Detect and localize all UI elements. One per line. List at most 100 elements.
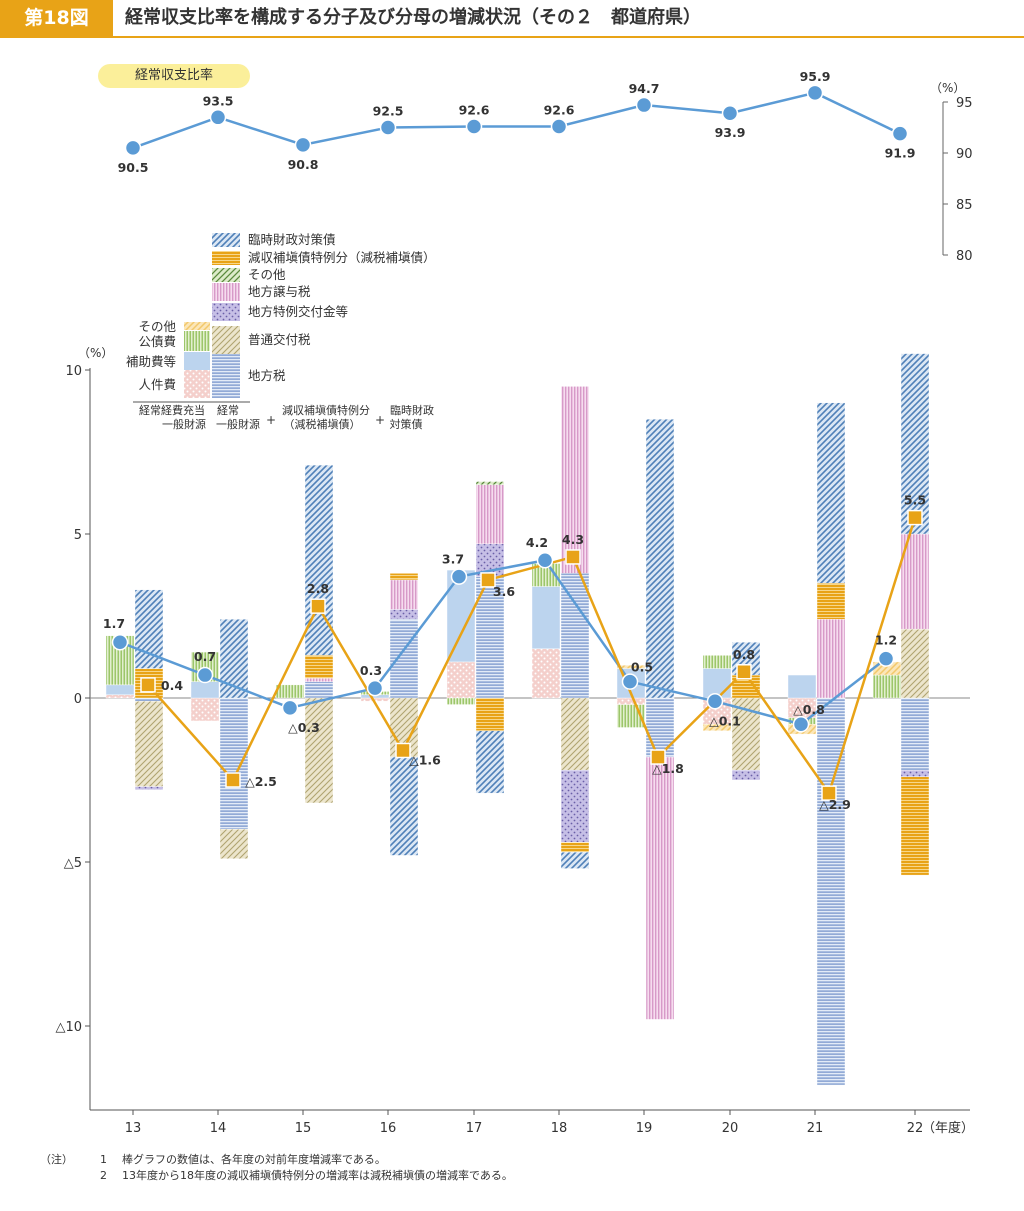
denominator-point <box>310 598 326 614</box>
legend-swatch-futsu <box>212 326 240 354</box>
legend-swatch-bunshi_sonota <box>184 322 210 330</box>
x-tick-label: 21 <box>807 1121 824 1136</box>
numerator-point <box>450 568 468 585</box>
denominator-value-label: 3.6 <box>493 584 515 599</box>
numerator-kosaihi-bar <box>872 674 902 699</box>
denominator-value-label: △2.5 <box>245 774 277 789</box>
denominator-joyo-bar <box>560 386 590 574</box>
y-tick-label: 5 <box>74 528 82 543</box>
ratio-point <box>124 139 142 157</box>
ratio-value-label: 90.8 <box>288 157 319 172</box>
denominator-rinji-bar <box>219 619 249 699</box>
y-unit-label: （%） <box>78 346 113 360</box>
note-number: 1 <box>100 1153 107 1166</box>
legend-swatch-tokurei <box>212 303 240 321</box>
ratio-value-label: 90.5 <box>118 160 149 175</box>
ratio-value-label: 92.6 <box>544 102 575 117</box>
numerator-value-label: △0.1 <box>709 713 741 728</box>
numerator-value-label: 3.7 <box>442 552 464 567</box>
formula-text: 一般財源 <box>216 417 260 431</box>
ratio-line-chart: 95 90 85 80 （%） 90.5 93.5 90.8 92.5 92.6 92.6 94.7 9… <box>118 69 973 264</box>
denominator-rinji-bar <box>816 402 846 584</box>
top-unit-label: （%） <box>930 81 965 95</box>
x-tick-label: 14 <box>210 1121 227 1136</box>
top-y-tick-label: 90 <box>956 147 973 162</box>
ratio-line <box>132 91 901 150</box>
denominator-chihozei-bar <box>560 573 590 699</box>
y-tick-label: 10 <box>65 364 82 379</box>
denominator-genshu-bar <box>475 697 505 731</box>
x-unit-label: （年度） <box>922 1120 974 1136</box>
numerator-bunshi_sonota-bar <box>616 665 646 669</box>
denominator-rinji-bar <box>560 851 590 869</box>
ratio-point <box>294 136 312 154</box>
ratio-value-label: 94.7 <box>629 81 660 96</box>
formula-text: 一般財源 <box>162 417 206 431</box>
note-1: （注） 1 棒グラフの数値は、各年度の対前年度増減率である。 <box>40 1152 940 1168</box>
legend-swatch-sonota_bunbo <box>212 268 240 282</box>
denominator-tokurei-bar <box>900 769 930 777</box>
figure-number: 第18図 <box>0 0 113 36</box>
numerator-point <box>621 673 639 690</box>
denominator-rinji-bar <box>134 589 164 669</box>
denominator-value-label: 0.8 <box>733 647 755 662</box>
legend: 臨時財政対策債減収補塡債特例分（減税補塡債）その他地方譲与税地方特例交付金等普通… <box>126 232 436 431</box>
legend-label-kosaihi: 公債費 <box>138 334 176 349</box>
denominator-value-label: △1.6 <box>409 752 441 767</box>
legend-label-jinkenhi: 人件費 <box>138 377 176 392</box>
numerator-point <box>792 715 810 733</box>
numerator-value-label: △0.3 <box>288 720 320 735</box>
denominator-rinji-bar <box>475 730 505 794</box>
denominator-line <box>147 517 917 796</box>
formula-text: 臨時財政 <box>390 403 434 417</box>
numerator-kosaihi-bar <box>275 684 305 699</box>
ratio-value-label: 91.9 <box>885 146 916 161</box>
x-tick-label: 17 <box>466 1121 483 1136</box>
ratio-point <box>465 118 483 135</box>
numerator-point <box>366 679 384 697</box>
numerator-value-label: 0.7 <box>194 649 216 664</box>
legend-label-hojohi: 補助費等 <box>126 354 176 369</box>
denominator-joyo-bar <box>389 579 419 610</box>
denominator-value-label: 2.8 <box>307 581 329 596</box>
legend-swatch-kosaihi <box>184 331 210 351</box>
legend-label-genshu: 減収補塡債特例分（減税補塡債） <box>248 250 436 265</box>
note-2: 2 13年度から18年度の減収補塡債特例分の増減率は減税補塡債の増減率である。 <box>40 1168 940 1184</box>
legend-swatch-joyo <box>212 283 240 301</box>
legend-label-futsu: 普通交付税 <box>248 332 311 347</box>
denominator-value-label: △2.9 <box>819 797 851 812</box>
denominator-joyo-bar <box>816 619 846 699</box>
numerator-jinkenhi-bar <box>616 697 646 705</box>
denominator-futsu-bar <box>304 697 334 804</box>
denominator-point <box>480 572 496 588</box>
numerator-value-label: 4.2 <box>526 535 548 550</box>
denominator-point <box>225 772 241 788</box>
denominator-chihozei-bar <box>389 619 419 699</box>
numerator-jinkenhi-bar <box>446 661 476 699</box>
notes: （注） 1 棒グラフの数値は、各年度の対前年度増減率である。 2 13年度から18年度… <box>40 1152 940 1184</box>
numerator-hojohi-bar <box>531 586 561 649</box>
denominator-chihozei-bar <box>304 681 334 699</box>
formula-text: （減税補塡債） <box>284 417 361 431</box>
numerator-point <box>536 551 554 569</box>
x-tick-label: 22 <box>907 1121 924 1136</box>
legend-label-bunshi_sonota: その他 <box>138 319 176 334</box>
note-text: 棒グラフの数値は、各年度の対前年度増減率である。 <box>122 1153 386 1166</box>
ratio-value-label: 95.9 <box>800 69 831 84</box>
denominator-tokurei-bar <box>560 769 590 843</box>
legend-swatch-jinkenhi <box>184 370 210 398</box>
x-tick-label: 13 <box>125 1121 142 1136</box>
denominator-chihozei-bar <box>816 697 846 1086</box>
numerator-jinkenhi-bar <box>190 697 220 722</box>
numerator-hojohi-bar <box>787 674 817 699</box>
ratio-point <box>891 125 909 142</box>
denominator-genshu-bar <box>816 583 846 620</box>
ratio-value-label: 92.6 <box>459 102 490 117</box>
ratio-point <box>721 104 739 122</box>
numerator-value-label: 1.7 <box>103 616 125 631</box>
legend-swatch-hojohi <box>184 352 210 370</box>
numerator-jinkenhi-bar <box>105 694 135 699</box>
formula-text: 経常経費充当 <box>139 403 205 417</box>
ratio-point <box>379 119 397 136</box>
